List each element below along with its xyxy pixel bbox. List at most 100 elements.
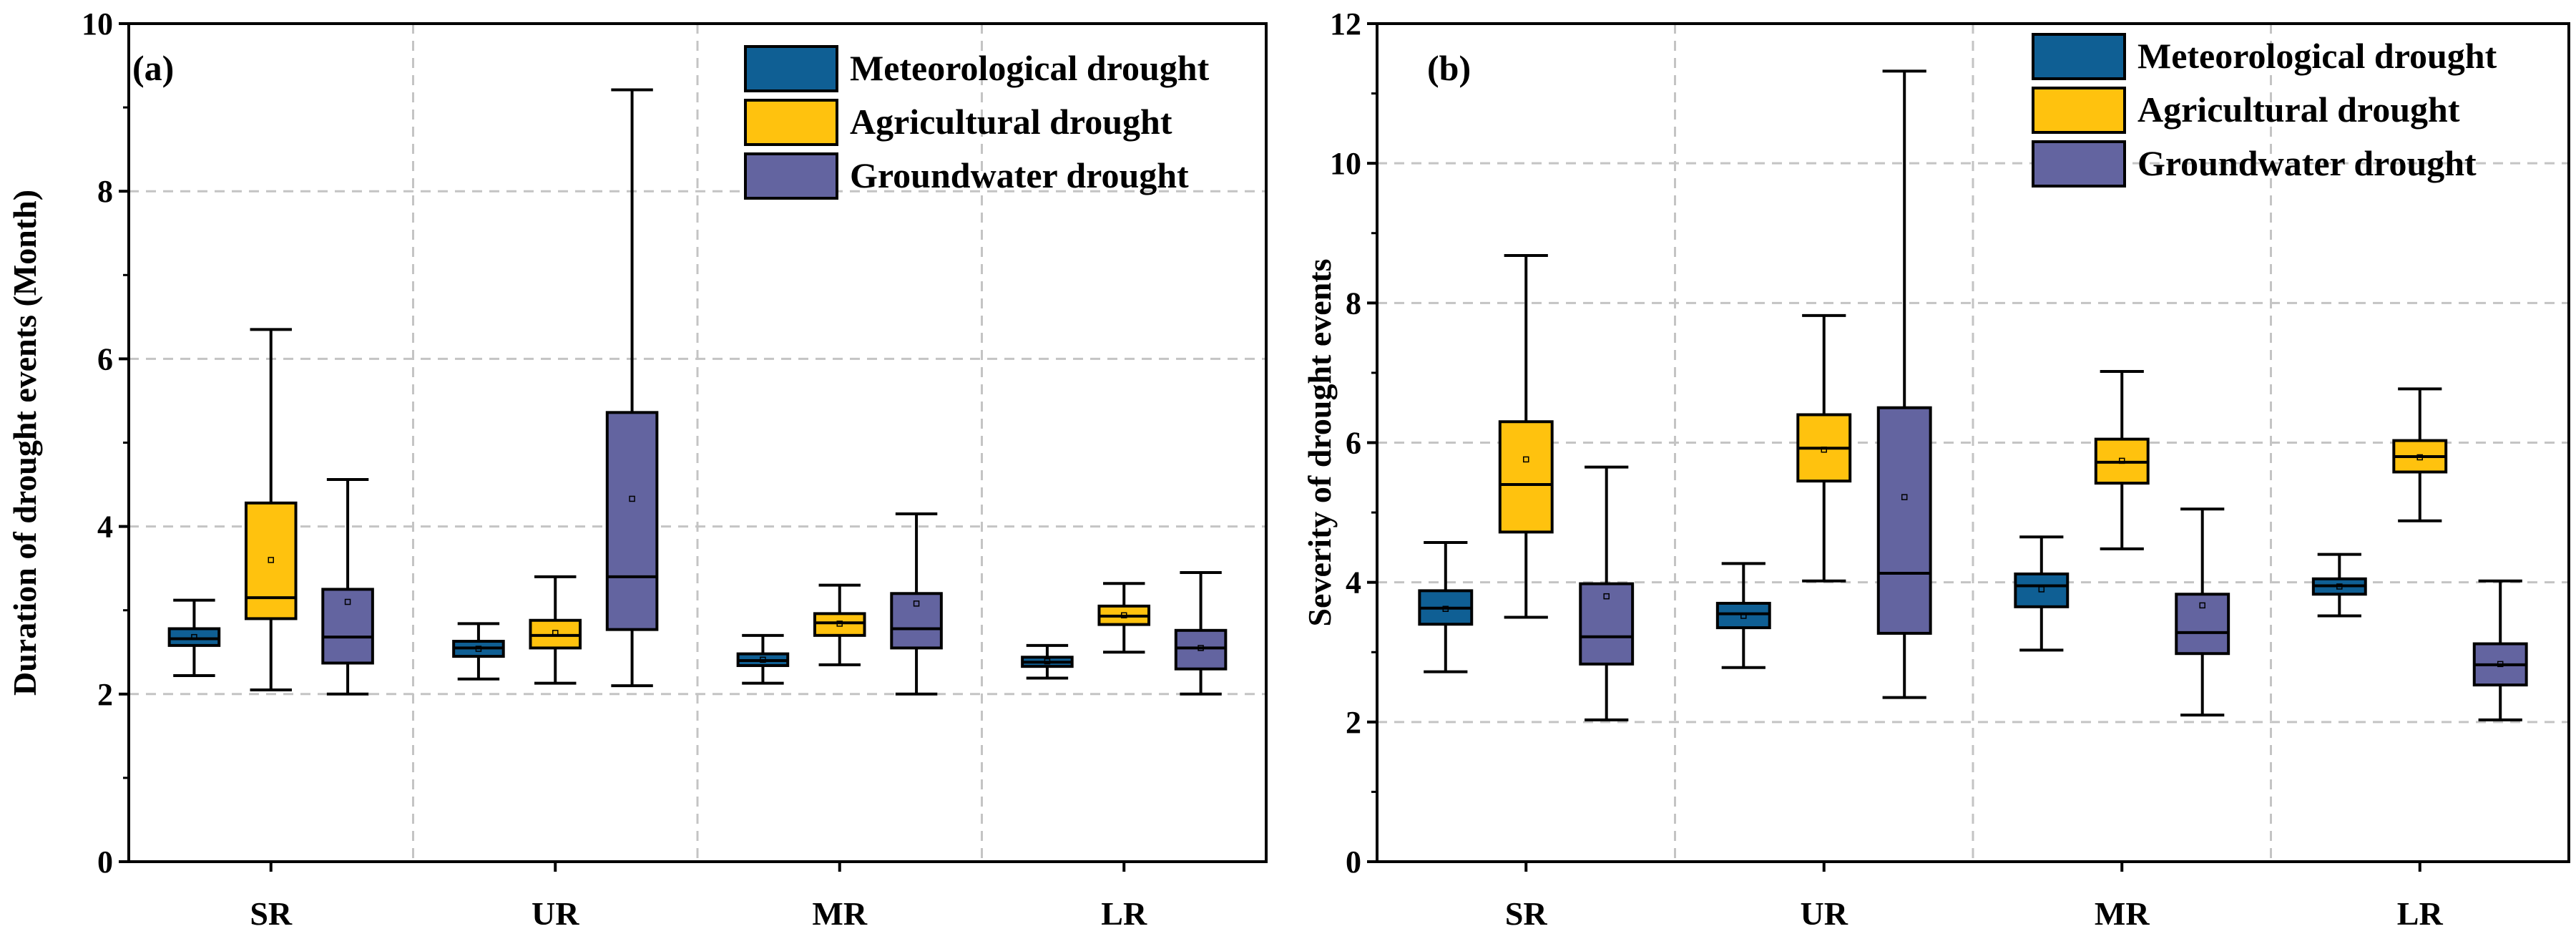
legend-swatch-groundwater-drought [2032,140,2126,188]
panel-b-boxes [1418,69,2528,721]
mean-marker [629,495,635,502]
panel-b-y-tick-label: 12 [1330,6,1361,42]
iqr-box [1715,601,1771,630]
iqr-box [167,627,221,647]
panel-a-category-label: MR [812,895,867,932]
panel-b-box-meteorological-drought-lr [2311,553,2367,618]
panel-a-y-axis: 0 2 4 6 8 10 [82,6,129,880]
panel-a-box-agricultural-drought-ur [529,575,582,685]
panel-a-box-agricultural-drought-lr [1097,582,1151,654]
panel-a-category-label: SR [250,895,293,932]
panel-b-category-label: LR [2397,895,2444,932]
panel-a-box-groundwater-drought-sr [321,478,374,696]
iqr-box [1579,582,1635,666]
legend-label: Meteorological drought [2137,36,2497,76]
mean-marker [475,646,482,652]
panel-b: 0 2 4 6 8 10 12 SR UR MR LR Severity of drought e… [1301,6,2570,932]
panel-b-y-axis: 0 2 4 6 8 10 12 [1330,6,1377,880]
panel-b-box-meteorological-drought-ur [1715,562,1771,669]
iqr-box [1876,406,1932,635]
panel-b-box-groundwater-drought-lr [2472,579,2528,721]
panel-a-y-tick-label: 4 [97,510,113,545]
iqr-box [890,592,943,650]
mean-marker [2416,454,2423,461]
panel-b-box-agricultural-drought-lr [2392,387,2448,522]
panel-b-label: (b) [1427,48,1471,88]
mean-marker [2038,586,2045,593]
mean-marker [1523,456,1529,463]
panel-b-box-groundwater-drought-mr [2175,507,2230,717]
panel-a-box-groundwater-drought-lr [1174,571,1228,696]
panel-b-y-tick-label: 6 [1346,426,1361,461]
mean-marker [344,598,351,605]
panel-b-box-meteorological-drought-sr [1418,541,1474,673]
mean-marker [1603,593,1610,600]
panel-b-box-meteorological-drought-mr [2014,535,2070,652]
iqr-box [605,411,659,631]
panel-b-y-tick-label: 2 [1346,705,1361,740]
legend-label: Meteorological drought [850,48,1210,88]
panel-a-box-groundwater-drought-ur [605,88,659,688]
panel-a-category-label: LR [1101,895,1147,932]
panel-a-y-axis-label: Duration of drought events (Month) [6,190,43,696]
mean-marker [2119,457,2125,464]
panel-b-box-agricultural-drought-ur [1796,313,1852,583]
mean-marker [2497,661,2504,668]
legend-swatch-meteorological-drought [2032,33,2126,80]
panel-a-y-tick-label: 2 [97,677,113,712]
panel-b-category-label: UR [1801,895,1848,932]
panel-b-category-label: SR [1505,895,1548,932]
panel-a-grid [129,24,1266,862]
panel-a-box-meteorological-drought-sr [167,598,221,678]
panel-a-y-tick-label: 10 [82,6,113,42]
iqr-box [2014,572,2070,608]
mean-marker [913,600,920,607]
panel-b-box-agricultural-drought-sr [1498,253,1554,619]
legend-swatch-meteorological-drought [744,45,838,92]
panel-a-x-axis: SR UR MR LR [250,862,1147,932]
panel-b-x-axis: SR UR MR LR [1505,862,2444,932]
mean-marker [836,620,843,627]
panel-a-box-groundwater-drought-mr [890,512,943,696]
legend-swatch-agricultural-drought [744,99,838,146]
panel-a-y-tick-label: 0 [97,845,113,880]
legend-swatch-groundwater-drought [744,152,838,200]
mean-marker [2336,583,2343,590]
mean-marker [268,557,274,563]
panel-a-y-tick-label: 8 [97,174,113,209]
iqr-box [2175,593,2230,656]
panel-b-category-label: MR [2095,895,2150,932]
legend-label: Agricultural drought [850,102,1172,142]
panel-b-legend: Meteorological drought Agricultural droug… [2032,33,2497,188]
legend-label: Groundwater drought [850,155,1189,195]
iqr-box [813,612,866,637]
mean-marker [1442,605,1449,612]
panel-a-legend: Meteorological drought Agricultural droug… [744,45,1210,200]
panel-a-category-label: UR [532,895,579,932]
mean-marker [1121,612,1127,618]
panel-b-y-tick-label: 10 [1330,146,1361,181]
panel-a-box-meteorological-drought-ur [452,622,505,681]
mean-marker [760,656,766,663]
panel-a-box-agricultural-drought-mr [813,583,866,666]
panel-b-box-groundwater-drought-ur [1876,69,1932,699]
panel-a-label: (a) [132,48,174,88]
mean-marker [1740,613,1747,619]
iqr-box [321,588,374,665]
panel-b-grid [1377,24,2569,862]
panel-b-box-groundwater-drought-sr [1579,465,1635,721]
panel-a-box-meteorological-drought-lr [1021,643,1074,680]
legend-label: Groundwater drought [2137,143,2477,183]
panel-a-y-tick-label: 6 [97,341,113,376]
mean-marker [1044,658,1051,665]
legend-label: Agricultural drought [2137,89,2460,130]
panel-a-box-agricultural-drought-sr [244,328,298,691]
panel-b-box-agricultural-drought-mr [2094,369,2150,550]
panel-a: 0 2 4 6 8 10 SR UR MR LR Duration of drought eve… [6,6,1268,932]
mean-marker [2199,602,2205,609]
panel-b-y-tick-label: 4 [1346,565,1361,600]
mean-marker [552,630,559,636]
iqr-box [1498,420,1554,534]
mean-marker [1821,447,1827,453]
